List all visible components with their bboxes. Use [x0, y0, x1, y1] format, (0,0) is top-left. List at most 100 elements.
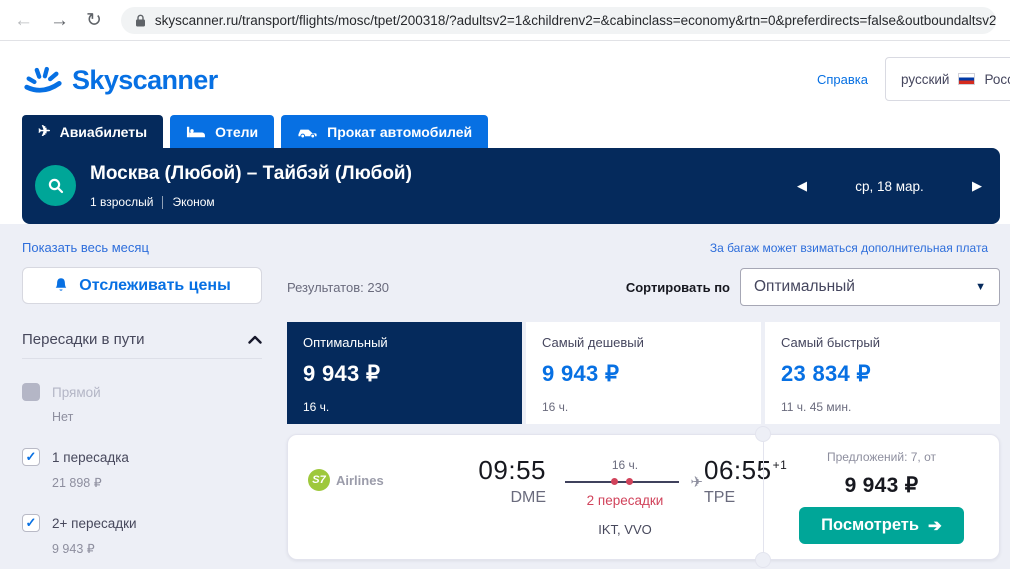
tab-flights[interactable]: ✈ Авиабилеты	[22, 115, 164, 148]
url-text: skyscanner.ru/transport/flights/mosc/tpe…	[154, 12, 996, 28]
ticket-divider	[755, 426, 771, 568]
chevron-up-icon	[248, 335, 262, 344]
arrival-day-offset: +1	[772, 458, 788, 472]
tab-fastest-price: 23 834 ₽	[781, 361, 871, 386]
sort-select[interactable]: Оптимальный ▼	[740, 268, 1000, 306]
tab-best[interactable]: Оптимальный 9 943 ₽ 16 ч.	[287, 322, 522, 424]
tab-best-label: Оптимальный	[303, 335, 388, 350]
search-icon	[48, 178, 63, 193]
search-summary-bar: Москва (Любой) – Тайбэй (Любой) 1 взросл…	[22, 148, 1000, 224]
price-summary-tabs: Оптимальный 9 943 ₽ 16 ч. Самый дешевый …	[287, 322, 1000, 424]
cabin-label: Эконом	[172, 195, 215, 209]
skyscanner-logo[interactable]: Skyscanner	[22, 65, 218, 96]
track-prices-label: Отслеживать цены	[79, 276, 231, 294]
country-label: Россия	[984, 71, 1010, 87]
selected-date[interactable]: ср, 18 мар.	[855, 178, 924, 194]
brand-wordmark: Skyscanner	[72, 65, 218, 95]
tab-hotels[interactable]: Отели	[170, 115, 275, 148]
help-link[interactable]: Справка	[817, 72, 868, 87]
two-plus-stops-price: 9 943 ₽	[52, 542, 95, 556]
car-icon	[298, 129, 317, 138]
tab-cheapest-label: Самый дешевый	[542, 335, 644, 350]
deal-block: Предложений: 7, от 9 943 ₽ Посмотреть ➔	[764, 435, 999, 559]
airline-block: S7 Airlines	[308, 469, 384, 491]
previous-date-icon[interactable]: ◀	[797, 178, 807, 193]
bed-icon	[187, 126, 206, 137]
bell-icon	[55, 278, 67, 291]
detail-divider	[162, 195, 164, 209]
one-stop-price: 21 898 ₽	[52, 476, 102, 490]
date-navigation: ◀ ср, 18 мар. ▶	[797, 148, 982, 224]
view-deal-button[interactable]: Посмотреть ➔	[799, 507, 964, 544]
direct-sublabel: Нет	[52, 410, 74, 424]
filter-option-direct: Прямой Нет	[22, 383, 262, 424]
tab-fastest-duration: 11 ч. 45 мин.	[781, 400, 852, 414]
next-date-icon[interactable]: ▶	[971, 178, 982, 193]
tab-car-rental-label: Прокат автомобилей	[327, 123, 473, 140]
departure-airport: DME	[510, 489, 546, 506]
plane-icon: ✈	[690, 474, 703, 491]
filter-option-two-plus-stops: ✓ 2+ пересадки 9 943 ₽	[22, 514, 262, 556]
filters-sidebar: Отслеживать цены Пересадки в пути Прямой…	[22, 267, 262, 560]
direct-label: Прямой	[52, 385, 101, 400]
lock-icon	[135, 14, 145, 26]
filter-divider	[22, 358, 262, 359]
direct-checkbox	[22, 383, 40, 401]
plane-icon: ✈	[38, 123, 51, 140]
sort-by-label: Сортировать по	[625, 279, 730, 295]
stops-filter-header[interactable]: Пересадки в пути	[22, 331, 262, 348]
chevron-down-icon: ▼	[975, 281, 986, 293]
arrival-airport: TPE	[704, 489, 736, 506]
journey-block: 09:55 DME 16 ч. ✈ 2 пересадки IKT, VVO	[456, 455, 787, 537]
tab-car-rental[interactable]: Прокат автомобилей	[281, 115, 489, 148]
check-icon: ✓	[25, 515, 37, 530]
airline-name: Airlines	[336, 472, 384, 488]
ticket-notch	[755, 426, 771, 442]
links-row: Показать весь месяц За багаж может взима…	[22, 224, 1000, 255]
stops-filter-title: Пересадки в пути	[22, 331, 145, 348]
s7-airline-logo: S7	[308, 469, 330, 491]
arrow-right-icon: ➔	[928, 516, 942, 535]
russia-flag-icon	[958, 73, 976, 85]
browser-forward-icon[interactable]: →	[50, 9, 69, 31]
check-icon: ✓	[25, 449, 37, 464]
search-details[interactable]: 1 взрослый Эконом	[90, 195, 215, 209]
baggage-fee-note: За багаж может взиматься дополнительная …	[709, 240, 988, 255]
tab-fastest[interactable]: Самый быстрый 23 834 ₽ 11 ч. 45 мин.	[765, 322, 1000, 424]
browser-reload-icon[interactable]: ↻	[86, 9, 102, 31]
show-whole-month-link[interactable]: Показать весь месяц	[22, 240, 149, 255]
results-main: Результатов: 230 Сортировать по Оптималь…	[287, 267, 1000, 568]
tab-cheapest-duration: 16 ч.	[542, 400, 569, 414]
sort-selected-value: Оптимальный	[754, 278, 855, 295]
route-title[interactable]: Москва (Любой) – Тайбэй (Любой)	[90, 163, 412, 184]
flight-duration: 16 ч.	[611, 458, 639, 472]
departure-time: 09:55	[478, 455, 546, 485]
results-count: Результатов: 230	[287, 279, 390, 295]
flight-result-card[interactable]: S7 Airlines 09:55 DME 16 ч.	[287, 426, 1000, 568]
track-prices-button[interactable]: Отслеживать цены	[22, 267, 262, 304]
browser-toolbar: ← → ↻ skyscanner.ru/transport/flights/mo…	[0, 0, 1010, 41]
tab-cheapest[interactable]: Самый дешевый 9 943 ₽ 16 ч.	[526, 322, 761, 424]
product-tabs: ✈ Авиабилеты Отели Прокат автомобилей	[22, 115, 489, 148]
two-plus-stops-checkbox[interactable]: ✓	[22, 514, 40, 532]
language-label: русский	[901, 71, 950, 87]
two-plus-stops-label: 2+ пересадки	[52, 516, 137, 531]
stops-count: 2 пересадки	[586, 493, 664, 508]
browser-back-icon[interactable]: ←	[14, 9, 33, 31]
skyscanner-sun-icon	[24, 66, 62, 93]
flight-itinerary: S7 Airlines 09:55 DME 16 ч.	[288, 435, 787, 559]
flight-path-line: ✈	[565, 474, 703, 491]
stop-dot-icon	[626, 478, 633, 485]
offers-count: Предложений: 7, от	[826, 450, 937, 464]
tab-flights-label: Авиабилеты	[59, 123, 148, 140]
language-selector[interactable]: русский Россия	[885, 57, 1010, 101]
sort-group: Сортировать по Оптимальный ▼	[626, 268, 1000, 306]
tab-cheapest-price: 9 943 ₽	[542, 361, 620, 386]
one-stop-checkbox[interactable]: ✓	[22, 448, 40, 466]
address-bar[interactable]: skyscanner.ru/transport/flights/mosc/tpe…	[120, 6, 996, 34]
tab-hotels-label: Отели	[215, 123, 259, 140]
arrival-time: 06:55	[704, 455, 772, 485]
stop-dot-icon	[611, 478, 618, 485]
search-button[interactable]	[35, 165, 76, 206]
tab-best-price: 9 943 ₽	[303, 361, 381, 386]
